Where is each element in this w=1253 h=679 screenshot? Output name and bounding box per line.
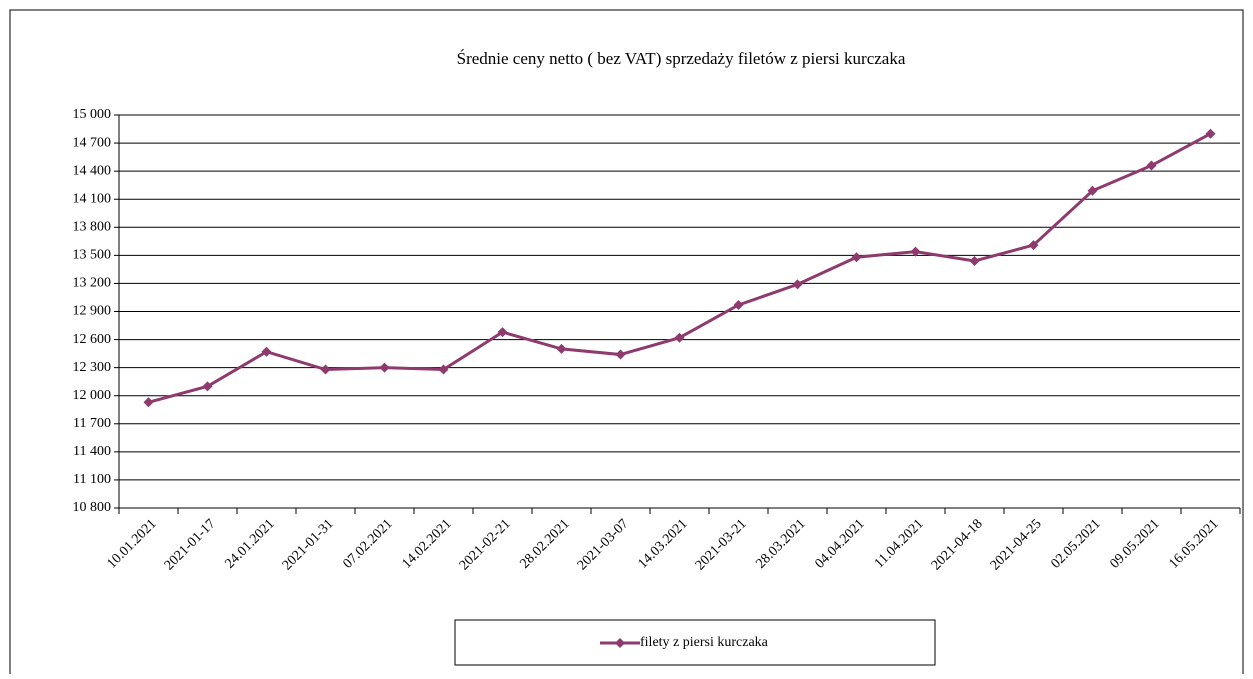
x-tick-label: 09.05.2021 bbox=[1107, 516, 1162, 571]
point bbox=[1028, 240, 1039, 251]
series-line bbox=[148, 132, 1212, 404]
x-tick-label: 2021-01-31 bbox=[280, 516, 337, 573]
point bbox=[674, 332, 685, 343]
y-tick-label: 12 600 bbox=[73, 332, 112, 347]
x-tick-label: 14.02.2021 bbox=[399, 516, 454, 571]
point bbox=[910, 246, 921, 257]
x-tick-label: 10.01.2021 bbox=[104, 516, 159, 571]
legend-box bbox=[454, 619, 936, 666]
x-tick-label: 2021-03-07 bbox=[575, 516, 632, 573]
point bbox=[851, 252, 862, 263]
y-tick-label: 11 400 bbox=[73, 444, 111, 459]
point bbox=[143, 397, 154, 408]
point bbox=[497, 327, 508, 338]
legend-label: filety z piersi kurczaka bbox=[640, 635, 769, 650]
y-tick-label: 15 000 bbox=[73, 107, 112, 122]
chart-title: Średnie ceny netto ( bez VAT) sprzedaży … bbox=[457, 49, 906, 68]
y-tick-label: 13 800 bbox=[73, 220, 112, 235]
point bbox=[615, 349, 626, 360]
point bbox=[792, 279, 803, 290]
chart-frame bbox=[9, 9, 1244, 674]
x-tick-label: 28.03.2021 bbox=[753, 516, 808, 571]
y-tick-label: 11 100 bbox=[73, 472, 111, 487]
x-tick-label: 04.04.2021 bbox=[812, 516, 867, 571]
y-tick-label: 11 700 bbox=[73, 416, 111, 431]
x-tick-label: 2021-02-21 bbox=[457, 516, 514, 573]
point bbox=[1205, 128, 1216, 139]
x-tick-label: 2021-04-18 bbox=[929, 516, 986, 573]
point bbox=[320, 364, 331, 375]
y-tick-label: 14 700 bbox=[73, 135, 112, 150]
point bbox=[261, 346, 272, 357]
x-tick-label: 11.04.2021 bbox=[872, 516, 927, 571]
point bbox=[379, 362, 390, 373]
y-tick-label: 13 500 bbox=[73, 248, 112, 263]
y-tick-label: 13 200 bbox=[73, 276, 112, 291]
x-tick-label: 16.05.2021 bbox=[1166, 516, 1221, 571]
x-tick-label: 2021-01-17 bbox=[162, 516, 219, 573]
x-tick-label: 28.02.2021 bbox=[517, 516, 572, 571]
x-tick-label: 14.03.2021 bbox=[635, 516, 690, 571]
y-tick-label: 10 800 bbox=[73, 500, 112, 515]
point bbox=[733, 299, 744, 310]
y-tick-label: 12 300 bbox=[73, 360, 112, 375]
point bbox=[1146, 160, 1157, 171]
y-tick-label: 14 100 bbox=[73, 191, 112, 206]
y-tick-label: 12 000 bbox=[73, 388, 112, 403]
x-tick-label: 02.05.2021 bbox=[1048, 516, 1103, 571]
point bbox=[556, 343, 567, 354]
y-tick-label: 12 900 bbox=[73, 304, 112, 319]
x-tick-label: 2021-04-25 bbox=[988, 516, 1045, 573]
x-tick-label: 07.02.2021 bbox=[340, 516, 395, 571]
y-tick-label: 14 400 bbox=[73, 163, 112, 178]
x-tick-label: 24.01.2021 bbox=[222, 516, 277, 571]
x-tick-label: 2021-03-21 bbox=[693, 516, 750, 573]
point bbox=[202, 381, 213, 392]
point bbox=[438, 364, 449, 375]
legend-marker bbox=[615, 638, 625, 648]
point bbox=[1087, 185, 1098, 196]
point bbox=[969, 255, 980, 266]
